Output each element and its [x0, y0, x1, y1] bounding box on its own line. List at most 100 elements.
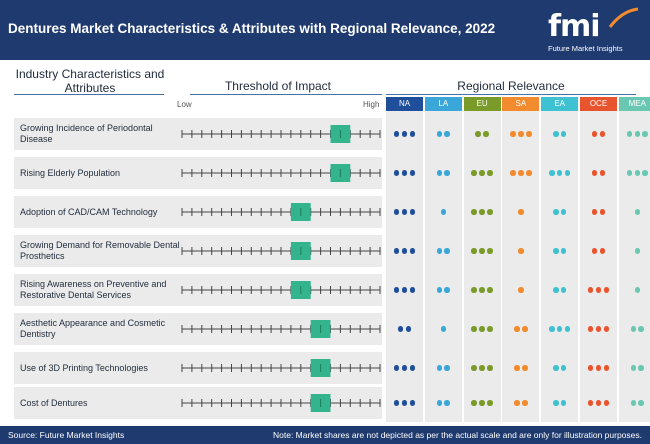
relevance-dot [518, 170, 524, 176]
relevance-dots [386, 248, 423, 254]
region-header-ea: EA [541, 97, 579, 111]
relevance-dot [436, 131, 443, 137]
relevance-dot [599, 170, 606, 176]
relevance-dot [393, 287, 400, 293]
relevance-dot [444, 400, 450, 406]
relevance-dot [642, 170, 648, 176]
relevance-dots [464, 287, 501, 293]
relevance-dot [560, 287, 567, 293]
relevance-dots [541, 326, 578, 332]
relevance-dots [619, 248, 650, 254]
relevance-dots [541, 287, 578, 293]
relevance-dot [634, 287, 641, 293]
relevance-dot [595, 400, 602, 406]
relevance-dot [479, 209, 485, 215]
relevance-dot [436, 365, 443, 371]
relevance-dot [401, 365, 408, 371]
relevance-dot [471, 248, 477, 254]
relevance-dot [603, 365, 610, 371]
logo-tagline: Future Market Insights [548, 44, 623, 53]
relevance-dots [541, 365, 578, 371]
relevance-dot [393, 170, 400, 176]
relevance-dots [619, 400, 650, 406]
region-column [541, 97, 579, 422]
footer-bar: Source: Future Market Insights Note: Mar… [0, 426, 650, 444]
relevance-dot [436, 170, 443, 176]
relevance-dot [487, 365, 493, 371]
relevance-dot [518, 131, 524, 137]
chart-title: Dentures Market Characteristics & Attrib… [8, 21, 496, 36]
relevance-dot [393, 365, 400, 371]
relevance-dot [409, 131, 416, 137]
relevance-dots [619, 131, 650, 137]
relevance-dot [591, 131, 598, 137]
relevance-dots [580, 131, 617, 137]
region-header-mea: MEA [618, 97, 650, 111]
relevance-dot [510, 131, 516, 137]
relevance-dot [522, 326, 528, 332]
relevance-dots [541, 131, 578, 137]
relevance-dots [541, 209, 578, 215]
relevance-dots [619, 209, 650, 215]
impact-underline [190, 94, 382, 95]
relevance-dot [556, 326, 563, 332]
relevance-dot [553, 209, 559, 215]
row-label: Rising Awareness on Preventive and Resto… [20, 279, 167, 300]
logo-swoosh-icon [608, 7, 639, 28]
relevance-dot [393, 209, 400, 215]
relevance-dots [464, 365, 501, 371]
relevance-dot [591, 209, 598, 215]
relevance-dots [502, 170, 539, 176]
characteristics-underline [14, 94, 164, 95]
relevance-dot [405, 326, 412, 332]
relevance-dot [595, 365, 602, 371]
relevance-dot [560, 248, 567, 254]
relevance-dot [479, 287, 485, 293]
relevance-dot [409, 248, 416, 254]
relevance-dots [580, 400, 617, 406]
relevance-dot [393, 131, 400, 137]
relevance-dot [401, 400, 408, 406]
relevance-dots [425, 248, 462, 254]
relevance-dots [464, 248, 501, 254]
relevance-dot [587, 365, 594, 371]
relevance-dots [386, 400, 423, 406]
relevance-dot [626, 170, 633, 176]
relevance-dot [487, 248, 493, 254]
relevance-dot [526, 131, 532, 137]
relevance-dot [591, 170, 598, 176]
region-header-sa: SA [502, 97, 540, 111]
relevance-dot [401, 287, 408, 293]
relevance-dot [471, 326, 477, 332]
relevance-dot [518, 287, 524, 293]
relevance-dots [502, 287, 539, 293]
relevance-dots [425, 400, 462, 406]
relevance-dot [638, 400, 644, 406]
relevance-dot [642, 131, 648, 137]
relevance-dot [553, 248, 559, 254]
relevance-dot [560, 365, 567, 371]
characteristics-header: Industry Characteristics and Attributes [15, 67, 165, 95]
relevance-dot [595, 326, 602, 332]
row-label: Rising Elderly Population [20, 167, 121, 178]
relevance-dot [514, 326, 520, 332]
relevance-dot [634, 209, 641, 215]
relevance-dots [386, 209, 423, 215]
disclaimer-note: Note: Market shares are not depicted as … [272, 430, 642, 440]
region-header-la: LA [424, 97, 462, 111]
relevance-dot [471, 287, 477, 293]
relevance-dot [564, 326, 571, 332]
relevance-dots [502, 365, 539, 371]
relevance-dot [436, 287, 443, 293]
region-header-oce: OCE [580, 97, 617, 111]
relevance-dot [436, 248, 443, 254]
relevance-dot [634, 248, 641, 254]
source-note: Source: Future Market Insights [8, 430, 125, 440]
relevance-dot [630, 400, 637, 406]
relevance-dot [479, 326, 485, 332]
region-header-eu: EU [463, 97, 501, 111]
relevance-dot [587, 326, 594, 332]
relevance-dots [386, 170, 423, 176]
relevance-dot [393, 400, 400, 406]
relevance-dots [464, 400, 501, 406]
